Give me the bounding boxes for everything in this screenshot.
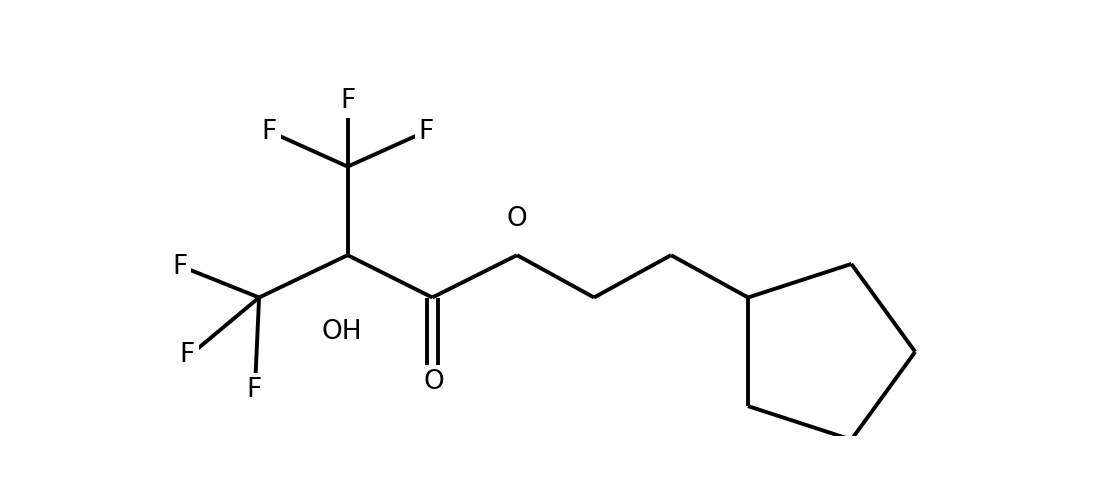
Text: F: F	[172, 254, 187, 280]
Text: F: F	[247, 377, 261, 403]
Text: F: F	[180, 342, 195, 368]
Text: OH: OH	[321, 319, 362, 345]
Text: F: F	[419, 119, 434, 145]
Text: F: F	[340, 88, 355, 114]
Text: O: O	[423, 369, 444, 395]
Text: O: O	[506, 206, 527, 232]
Text: F: F	[262, 119, 276, 145]
